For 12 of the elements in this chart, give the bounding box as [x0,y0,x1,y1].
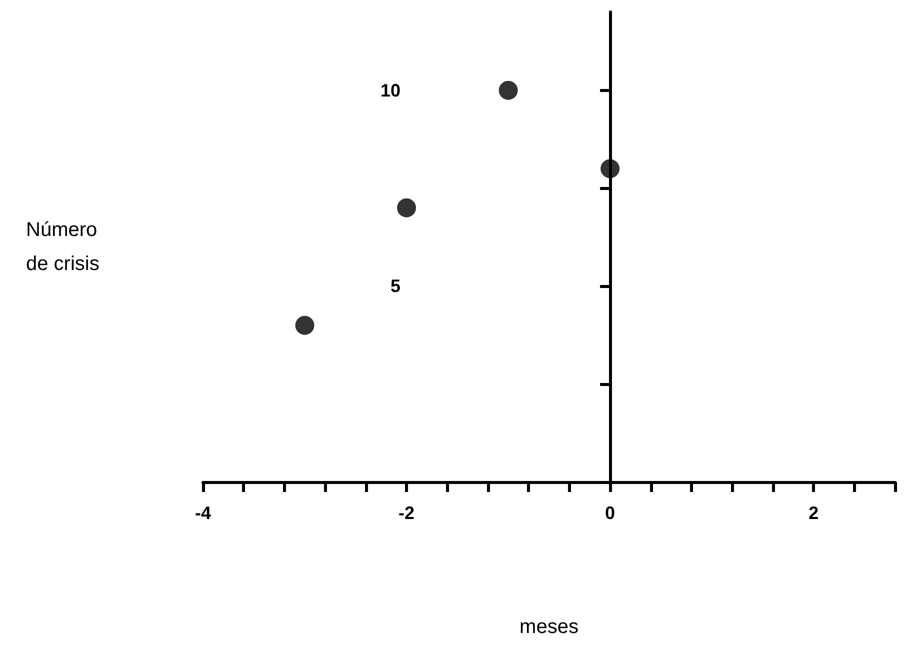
x-tick-label: -4 [194,503,212,523]
y-tick-label: 5 [390,276,401,296]
x-tick-label: -2 [398,503,415,523]
point [498,80,518,100]
point [295,316,314,335]
point [397,198,416,218]
y-axis-title: Número de crisis [26,219,100,275]
x-axis-title: meses [520,616,578,638]
y-tick-label: 10 [380,80,401,100]
x-tick-label: 0 [605,503,616,523]
x-tick-label: 2 [808,503,819,523]
point [600,159,620,178]
